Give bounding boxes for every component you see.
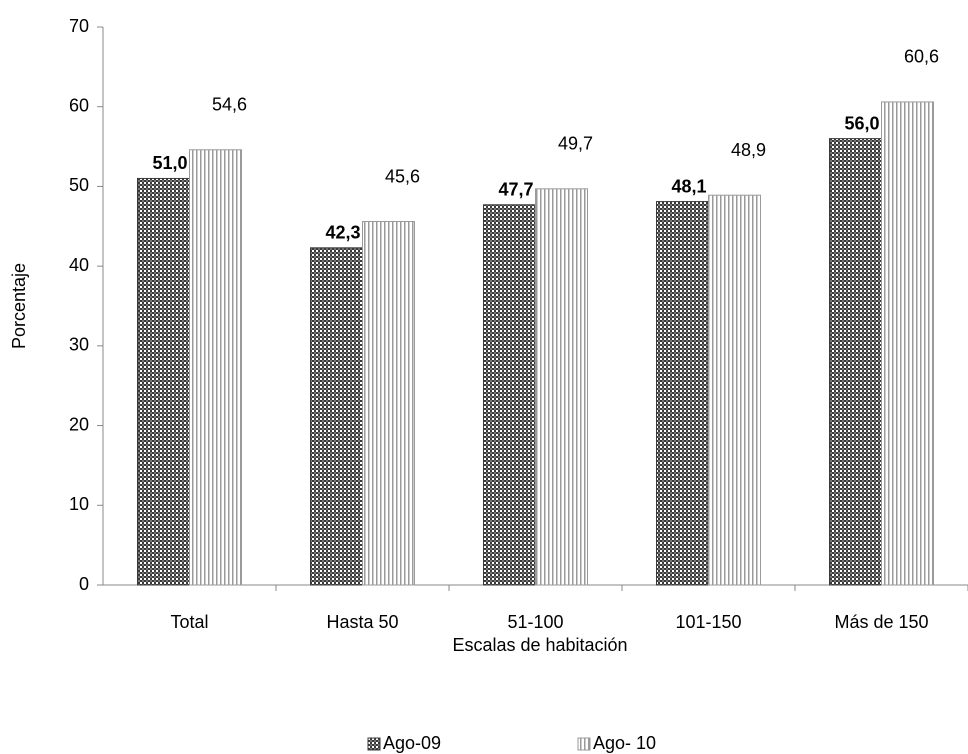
value-label: 54,6 [212, 95, 247, 115]
value-label: 47,7 [498, 180, 533, 200]
value-label: 48,1 [671, 176, 706, 196]
x-axis-title: Escalas de habitación [452, 635, 627, 655]
bar [829, 138, 882, 586]
y-tick-label: 70 [69, 16, 89, 36]
bar [656, 201, 709, 586]
value-label: 51,0 [152, 153, 187, 173]
bar [362, 221, 415, 586]
y-tick-label: 50 [69, 175, 89, 195]
y-tick-label: 20 [69, 414, 89, 434]
y-tick-label: 30 [69, 335, 89, 355]
legend-label: Ago- 10 [593, 733, 656, 753]
legend-swatch [367, 737, 381, 751]
bar [310, 247, 363, 586]
x-tick-label: Total [170, 612, 208, 632]
value-label: 60,6 [904, 47, 939, 67]
bar [189, 149, 242, 586]
value-label: 45,6 [385, 166, 420, 186]
value-label: 49,7 [558, 134, 593, 154]
y-tick-label: 10 [69, 494, 89, 514]
y-axis-title: Porcentaje [9, 263, 29, 349]
value-label: 56,0 [844, 113, 879, 133]
y-tick-label: 60 [69, 95, 89, 115]
x-tick-label: Más de 150 [834, 612, 928, 632]
x-tick-label: 51-100 [507, 612, 563, 632]
bar [535, 188, 588, 586]
bar [708, 194, 761, 586]
y-tick-label: 0 [79, 574, 89, 594]
x-tick-label: Hasta 50 [326, 612, 398, 632]
y-tick-label: 40 [69, 255, 89, 275]
bar [881, 101, 934, 586]
bar [137, 177, 190, 586]
x-tick-label: 101-150 [675, 612, 741, 632]
value-label: 42,3 [325, 223, 360, 243]
legend-label: Ago-09 [383, 733, 441, 753]
value-label: 48,9 [731, 140, 766, 160]
bar [483, 204, 536, 586]
legend-swatch [577, 737, 591, 751]
